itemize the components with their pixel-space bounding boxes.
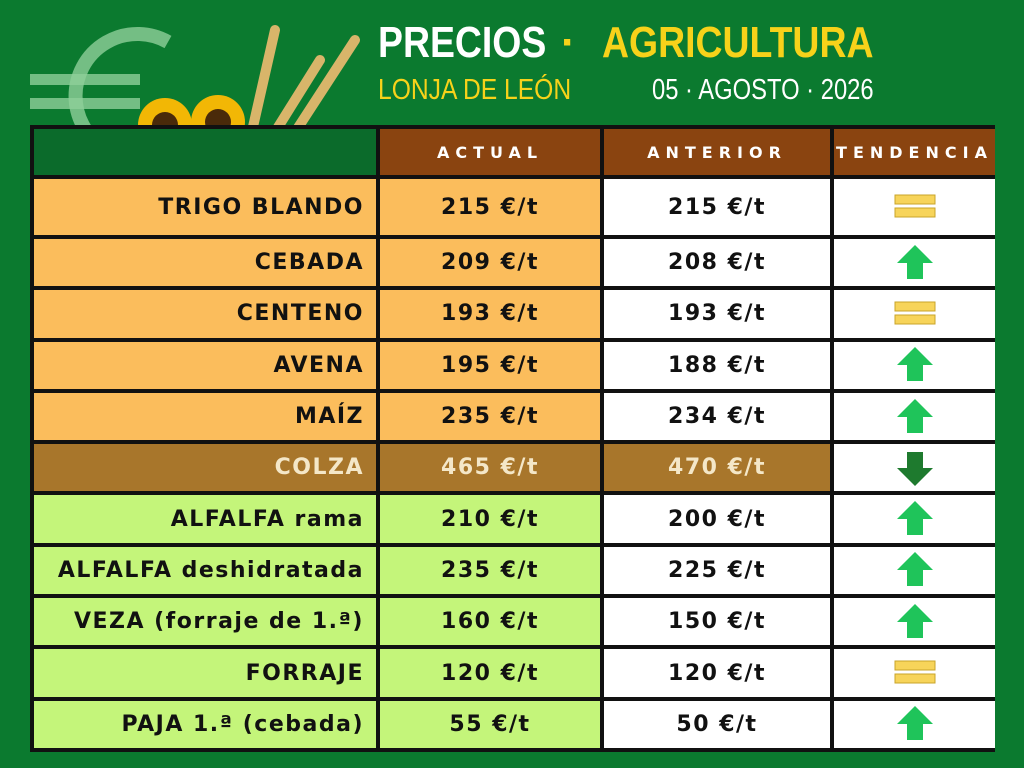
- previous-price: 234 €/t: [604, 392, 830, 441]
- current-price: 195 €/t: [380, 341, 600, 389]
- product-name: FORRAJE: [34, 649, 376, 697]
- previous-price: 200 €/t: [604, 495, 830, 543]
- title-separator: ·: [561, 18, 576, 67]
- product-name: COLZA: [34, 444, 376, 492]
- current-price: 160 €/t: [380, 598, 600, 646]
- price-table: ACTUAL ANTERIOR TENDENCIA TRIGO BLANDO 215 €…: [30, 125, 995, 752]
- column-header: ACTUAL: [380, 129, 600, 175]
- product-name: AVENA: [34, 341, 376, 389]
- trend-cell: [834, 179, 995, 235]
- current-price: 215 €/t: [380, 179, 600, 235]
- trend-cell: [834, 649, 995, 697]
- current-price: 210 €/t: [380, 495, 600, 543]
- current-price: 120 €/t: [380, 649, 600, 697]
- trend-cell: [834, 392, 995, 441]
- trend-cell: [834, 495, 995, 543]
- product-name: CEBADA: [34, 239, 376, 287]
- product-name: ALFALFA rama: [34, 495, 376, 543]
- trend-icon: [896, 347, 933, 382]
- product-name: VEZA (forraje de 1.ª): [34, 598, 376, 646]
- product-name: MAÍZ: [34, 392, 376, 441]
- trend-cell: [834, 546, 995, 595]
- trend-icon: [894, 194, 935, 218]
- column-header: ANTERIOR: [604, 129, 830, 175]
- trend-icon: [896, 603, 933, 638]
- product-name: TRIGO BLANDO: [34, 179, 376, 235]
- previous-price: 215 €/t: [604, 179, 830, 235]
- current-price: 235 €/t: [380, 546, 600, 595]
- trend-icon: [896, 706, 933, 741]
- previous-price: 188 €/t: [604, 341, 830, 389]
- trend-cell: [834, 700, 995, 748]
- header-corner: [34, 129, 376, 175]
- trend-icon: [896, 451, 933, 486]
- date: 05 · AGOSTO · 2026: [652, 74, 874, 106]
- euro-bar: [30, 74, 140, 85]
- subtitle: LONJA DE LEÓN: [378, 74, 572, 106]
- trend-icon: [896, 501, 933, 536]
- trend-cell: [834, 444, 995, 492]
- current-price: 235 €/t: [380, 392, 600, 441]
- previous-price: 225 €/t: [604, 546, 830, 595]
- previous-price: 150 €/t: [604, 598, 830, 646]
- trend-cell: [834, 290, 995, 338]
- previous-price: 50 €/t: [604, 700, 830, 748]
- trend-icon: [896, 244, 933, 279]
- current-price: 193 €/t: [380, 290, 600, 338]
- previous-price: 470 €/t: [604, 444, 830, 492]
- trend-icon: [896, 398, 933, 433]
- previous-price: 193 €/t: [604, 290, 830, 338]
- topic: AGRICULTURA: [602, 18, 874, 67]
- euro-bar: [30, 98, 140, 109]
- title: PRECIOS: [378, 18, 547, 67]
- column-header: TENDENCIA: [834, 129, 995, 175]
- trend-icon: [896, 552, 933, 587]
- trend-cell: [834, 598, 995, 646]
- trend-icon: [894, 301, 935, 325]
- trend-icon: [894, 660, 935, 684]
- wheat: [245, 25, 360, 145]
- current-price: 209 €/t: [380, 239, 600, 287]
- previous-price: 208 €/t: [604, 239, 830, 287]
- product-name: CENTENO: [34, 290, 376, 338]
- trend-cell: [834, 341, 995, 389]
- product-name: ALFALFA deshidratada: [34, 546, 376, 595]
- current-price: 465 €/t: [380, 444, 600, 492]
- previous-price: 120 €/t: [604, 649, 830, 697]
- product-name: PAJA 1.ª (cebada): [34, 700, 376, 748]
- current-price: 55 €/t: [380, 700, 600, 748]
- trend-cell: [834, 239, 995, 287]
